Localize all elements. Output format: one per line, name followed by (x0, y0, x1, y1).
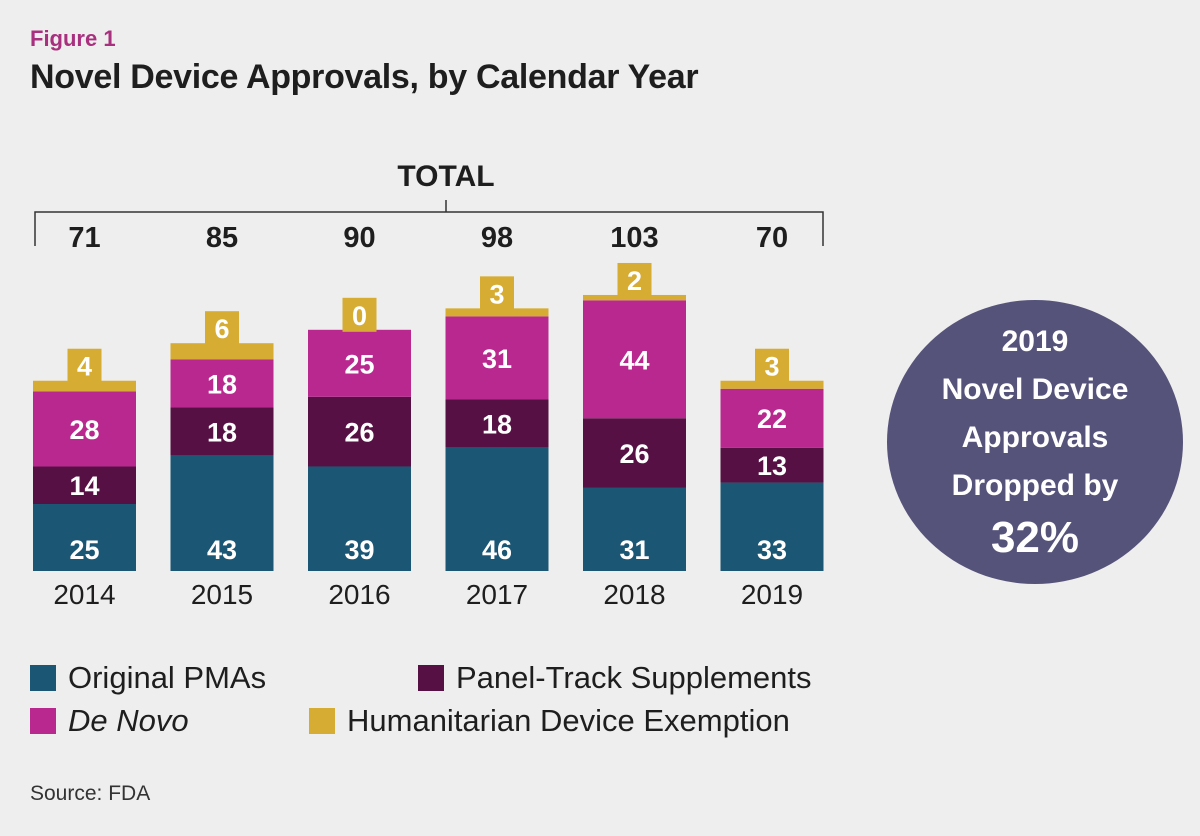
bar-de-novo-2015 (170, 359, 274, 408)
source-note: Source: FDA (30, 782, 151, 805)
legend-swatch-de-novo (30, 708, 56, 734)
bar-de-novo-2019 (720, 388, 824, 448)
callout-circle: 2019 Novel Device Approvals Dropped by 3… (887, 300, 1183, 584)
value-label-original-pmas-2016: 39 (344, 535, 374, 565)
legend-item-original-pma: Original PMAs (30, 660, 266, 696)
value-label-hde-2016: 0 (352, 301, 367, 331)
figure-label: Figure 1 (30, 26, 116, 51)
bar-original-pmas-2014 (33, 504, 136, 571)
x-tick-2014: 2014 (53, 579, 115, 610)
legend-swatch-hde (309, 708, 335, 734)
hde-tab-2015 (205, 311, 239, 346)
legend-label-original-pma: Original PMAs (68, 660, 267, 695)
value-label-panel-track-supplements-2018: 26 (619, 439, 649, 469)
callout-line-3: Approvals (961, 421, 1109, 454)
x-tick-2015: 2015 (191, 579, 253, 610)
hde-tab-2016 (342, 297, 377, 332)
bar-original-pmas-2015 (170, 455, 274, 571)
bar-humanitarian-device-exemption-2014 (33, 380, 136, 392)
bar-de-novo-2017 (445, 316, 549, 400)
total-value-2019: 70 (756, 222, 788, 254)
total-value-2017: 98 (481, 222, 513, 254)
total-value-2016: 90 (343, 222, 375, 254)
hde-tab-2019 (755, 348, 789, 383)
legend-swatch-original-pma (30, 665, 56, 691)
value-label-original-pmas-2017: 46 (482, 535, 512, 565)
bar-original-pmas-2016 (308, 466, 411, 571)
legend-swatch-panel-track (418, 665, 444, 691)
total-value-2014: 71 (68, 222, 100, 254)
legend-item-de-novo: De Novo (30, 703, 189, 739)
callout-line-4: Dropped by (951, 469, 1119, 502)
bar-original-pmas-2017 (445, 447, 549, 571)
value-label-de-novo-2015: 18 (207, 369, 237, 399)
callout-value: 32% (990, 513, 1080, 562)
x-tick-2019: 2019 (741, 579, 803, 610)
legend-item-hde: Humanitarian Device Exemption (309, 703, 790, 739)
bar-panel-track-supplements-2017 (445, 399, 549, 448)
total-value-2018: 103 (610, 222, 658, 254)
bar-panel-track-supplements-2019 (720, 447, 824, 483)
bar-de-novo-2014 (33, 391, 136, 467)
total-label: TOTAL (397, 160, 494, 193)
stacked-bar-chart: TOTAL 25 14 28 4 71 2014 43 18 18 6 85 2015 39 26 25 0 90… (33, 160, 824, 610)
value-label-hde-2017: 3 (489, 279, 504, 309)
value-label-original-pmas-2018: 31 (619, 535, 649, 565)
total-bracket (34, 211, 824, 246)
bar-humanitarian-device-exemption-2015 (170, 343, 274, 360)
bar-original-pmas-2019 (720, 482, 824, 571)
legend-label-hde: Humanitarian Device Exemption (347, 703, 790, 738)
callout-line-1: 2019 (1001, 325, 1069, 358)
chart-title: Novel Device Approvals, by Calendar Year (30, 58, 699, 96)
bar-humanitarian-device-exemption-2019 (720, 380, 824, 389)
callout-line-2: Novel Device (941, 373, 1129, 406)
value-label-panel-track-supplements-2016: 26 (344, 418, 374, 448)
bar-humanitarian-device-exemption-2018 (583, 294, 686, 301)
x-tick-2016: 2016 (328, 579, 390, 610)
hde-tab-2014 (67, 348, 102, 383)
value-label-de-novo-2017: 31 (482, 344, 512, 374)
bar-de-novo-2016 (308, 329, 411, 397)
bar-panel-track-supplements-2015 (170, 407, 274, 456)
bar-original-pmas-2018 (583, 487, 686, 571)
value-label-original-pmas-2019: 33 (757, 535, 787, 565)
x-tick-2018: 2018 (603, 579, 665, 610)
total-value-2015: 85 (206, 222, 238, 254)
value-label-original-pmas-2014: 25 (69, 535, 99, 565)
value-label-de-novo-2018: 44 (619, 345, 649, 375)
bar-de-novo-2018 (583, 300, 686, 419)
value-label-hde-2018: 2 (627, 266, 642, 296)
hde-tab-2018 (617, 262, 652, 297)
value-label-panel-track-supplements-2017: 18 (482, 410, 512, 440)
bar-humanitarian-device-exemption-2017 (445, 308, 549, 317)
legend-label-de-novo: De Novo (68, 703, 189, 738)
value-label-de-novo-2016: 25 (344, 349, 374, 379)
value-label-panel-track-supplements-2014: 14 (69, 471, 99, 501)
value-label-panel-track-supplements-2015: 18 (207, 418, 237, 448)
value-label-original-pmas-2015: 43 (207, 535, 237, 565)
legend-label-panel-track: Panel-Track Supplements (456, 660, 812, 695)
value-label-hde-2015: 6 (214, 314, 229, 344)
value-label-hde-2014: 4 (77, 352, 92, 382)
value-label-de-novo-2014: 28 (69, 415, 99, 445)
x-tick-2017: 2017 (466, 579, 528, 610)
legend-item-panel-track: Panel-Track Supplements (418, 660, 812, 696)
bar-panel-track-supplements-2018 (583, 418, 686, 488)
bar-panel-track-supplements-2016 (308, 396, 411, 467)
bar-panel-track-supplements-2014 (33, 466, 136, 504)
value-label-hde-2019: 3 (764, 352, 779, 382)
value-label-panel-track-supplements-2019: 13 (757, 451, 787, 481)
value-label-de-novo-2019: 22 (757, 404, 787, 434)
hde-tab-2017 (480, 276, 514, 311)
